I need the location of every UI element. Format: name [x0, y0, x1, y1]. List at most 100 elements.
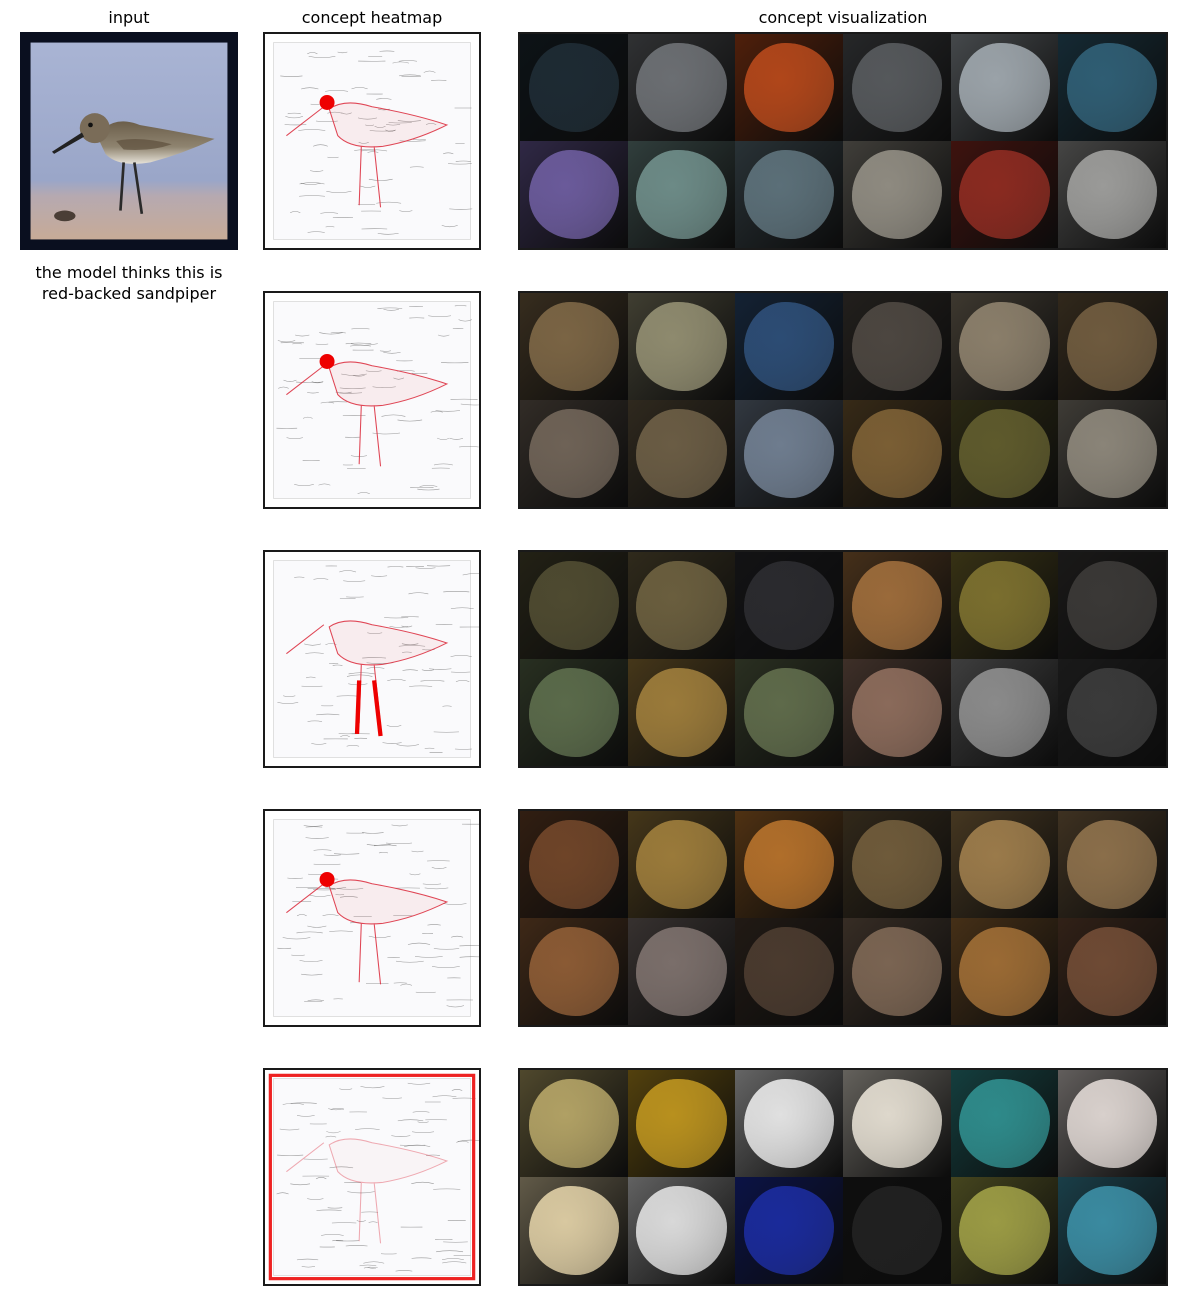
highlighted-region [636, 408, 727, 499]
concept-example-image [735, 1070, 843, 1177]
concept-example-image [842, 659, 951, 766]
concept-example-image [950, 34, 1059, 141]
concept-example-image [735, 918, 843, 1025]
highlighted-region [851, 1185, 943, 1276]
highlighted-region [959, 408, 1050, 499]
highlighted-region [528, 560, 620, 651]
highlighted-region [851, 149, 943, 240]
highlighted-region [1066, 408, 1158, 499]
highlighted-region [1066, 149, 1158, 240]
highlighted-region [1066, 1185, 1158, 1276]
concept-example-image [735, 659, 843, 766]
highlighted-region [1066, 301, 1158, 392]
sandpiper-photo [30, 42, 228, 240]
highlighted-region [959, 301, 1050, 392]
concept-example-image [1058, 918, 1166, 1025]
concept-example-image [627, 34, 736, 141]
highlighted-region [743, 560, 835, 651]
highlighted-region [959, 560, 1050, 651]
concept-example-image [627, 811, 736, 918]
concept-example-image [1058, 141, 1166, 248]
concept-example-image [1058, 552, 1166, 659]
highlighted-region [959, 1185, 1050, 1276]
concept-example-image [735, 552, 843, 659]
input-column-header: input [108, 8, 150, 27]
concept-example-image [520, 1070, 628, 1177]
concept-example-image [842, 1177, 951, 1284]
concept-example-image [627, 1177, 736, 1284]
highlighted-region [1066, 42, 1158, 133]
concept-example-image [520, 293, 628, 400]
concept-heatmap-1 [263, 32, 481, 250]
concept-example-image [735, 141, 843, 248]
heatmap-column-header: concept heatmap [301, 8, 443, 27]
highlighted-region [636, 149, 727, 240]
concept-example-image [950, 293, 1059, 400]
highlighted-region [851, 667, 943, 758]
highlighted-region [743, 408, 835, 499]
concept-heatmap-3 [263, 550, 481, 768]
concept-example-image [1058, 1070, 1166, 1177]
highlighted-region [851, 819, 943, 910]
concept-example-image [627, 141, 736, 248]
concept-example-image [627, 1070, 736, 1177]
caption-line-2: red-backed sandpiper [41, 284, 217, 303]
concept-example-image [520, 811, 628, 918]
highlighted-region [851, 301, 943, 392]
highlighted-region [636, 819, 727, 910]
highlighted-region [743, 42, 835, 133]
highlighted-region [636, 667, 727, 758]
concept-visualization-2 [518, 291, 1168, 509]
concept-example-image [1058, 400, 1166, 507]
highlighted-region [528, 1185, 620, 1276]
highlighted-region [1066, 667, 1158, 758]
concept-example-image [842, 34, 951, 141]
concept-visualization-5 [518, 1068, 1168, 1286]
concept-example-image [520, 400, 628, 507]
highlighted-region [851, 560, 943, 651]
concept-example-image [1058, 34, 1166, 141]
concept-example-image [627, 552, 736, 659]
concept-example-image [627, 659, 736, 766]
concept-example-image [735, 811, 843, 918]
concept-example-image [842, 552, 951, 659]
concept-example-image [520, 34, 628, 141]
highlighted-region [743, 149, 835, 240]
concept-example-image [950, 400, 1059, 507]
concept-example-image [950, 1070, 1059, 1177]
concept-example-image [950, 552, 1059, 659]
concept-visualization-3 [518, 550, 1168, 768]
concept-example-image [842, 400, 951, 507]
highlighted-region [636, 42, 727, 133]
concept-heatmap-2 [263, 291, 481, 509]
highlighted-region [959, 926, 1050, 1017]
highlighted-region [528, 408, 620, 499]
concept-example-image [627, 400, 736, 507]
highlighted-region [1066, 560, 1158, 651]
concept-example-image [735, 1177, 843, 1284]
concept-example-image [950, 141, 1059, 248]
concept-example-image [520, 141, 628, 248]
concept-example-image [842, 1070, 951, 1177]
highlighted-region [528, 819, 620, 910]
highlighted-region [743, 1078, 835, 1169]
concept-example-image [735, 34, 843, 141]
concept-example-image [1058, 811, 1166, 918]
concept-example-image [627, 293, 736, 400]
highlighted-region [1066, 1078, 1158, 1169]
highlighted-region [636, 560, 727, 651]
concept-example-image [842, 293, 951, 400]
concept-example-image [1058, 293, 1166, 400]
concept-example-image [520, 918, 628, 1025]
highlighted-region [743, 667, 835, 758]
highlighted-region [528, 1078, 620, 1169]
highlighted-region [528, 667, 620, 758]
highlighted-region [1066, 926, 1158, 1017]
caption-line-1: the model thinks this is [35, 263, 223, 282]
concept-example-image [842, 918, 951, 1025]
highlighted-region [959, 42, 1050, 133]
highlighted-region [636, 1078, 727, 1169]
highlighted-region [528, 301, 620, 392]
concept-example-image [1058, 659, 1166, 766]
concept-heatmap-4 [263, 809, 481, 1027]
